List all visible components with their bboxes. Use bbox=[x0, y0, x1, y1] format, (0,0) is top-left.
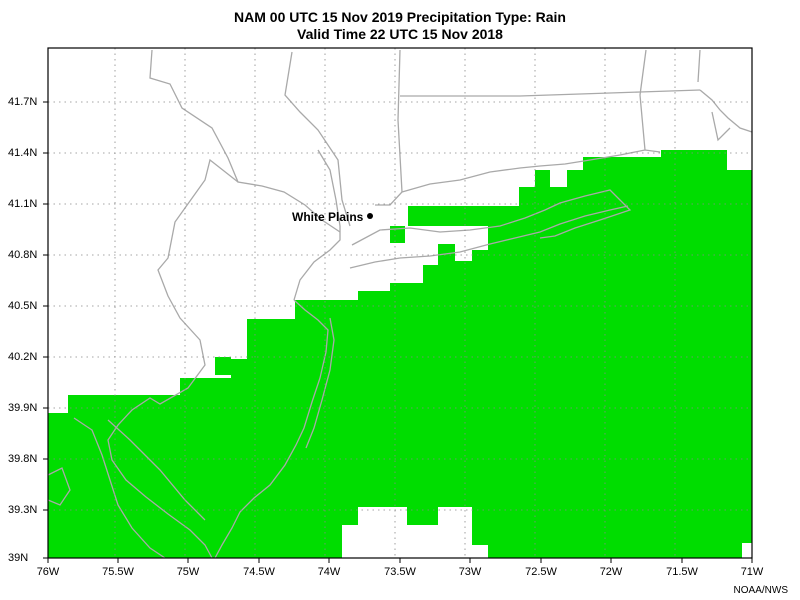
lat-label: 40.8N bbox=[8, 249, 38, 261]
city-marker bbox=[367, 213, 373, 219]
ma-ct-border bbox=[400, 89, 701, 97]
long-island-south bbox=[349, 205, 629, 269]
lon-label: 72W bbox=[599, 566, 623, 578]
boundary-lines bbox=[47, 49, 753, 559]
ct-coast bbox=[401, 149, 661, 193]
lat-label: 41.4N bbox=[8, 147, 38, 159]
lon-label: 74.5W bbox=[243, 566, 275, 578]
credit-label: NOAA/NWS bbox=[733, 585, 788, 596]
lon-label: 72.5W bbox=[525, 566, 557, 578]
graticule bbox=[48, 48, 752, 558]
rain-area bbox=[48, 150, 752, 558]
pa-nj-delaware-river bbox=[107, 158, 239, 559]
city-label: White Plains bbox=[292, 210, 364, 224]
lon-label: 75W bbox=[176, 566, 200, 578]
lon-label: 73W bbox=[458, 566, 482, 578]
lon-label: 71W bbox=[740, 566, 764, 578]
ri-ma-coast bbox=[697, 49, 753, 142]
lat-label: 39.3N bbox=[8, 504, 38, 516]
nj-coast bbox=[214, 299, 329, 559]
hudson-river bbox=[293, 149, 341, 301]
lon-label: 74W bbox=[317, 566, 341, 578]
barnegat-bay bbox=[305, 317, 335, 449]
ny-nj-border bbox=[284, 51, 351, 227]
lat-label: 39.8N bbox=[8, 453, 38, 465]
ri-ct-border bbox=[639, 49, 647, 151]
map-title-line1: NAM 00 UTC 15 Nov 2019 Precipitation Typ… bbox=[234, 9, 566, 25]
tick-marks bbox=[43, 101, 753, 563]
lat-label: 41.1N bbox=[8, 198, 38, 210]
delaware-bay bbox=[47, 417, 206, 559]
long-island-north bbox=[351, 189, 632, 246]
lat-label: 39.9N bbox=[8, 402, 38, 414]
lon-label: 76W bbox=[36, 566, 60, 578]
ct-ny-border bbox=[375, 49, 403, 206]
lon-label: 73.5W bbox=[384, 566, 416, 578]
lat-label: 39N bbox=[8, 552, 29, 564]
ny-pa-border bbox=[149, 49, 341, 233]
map-title-line2: Valid Time 22 UTC 15 Nov 2018 bbox=[297, 26, 503, 42]
lon-label: 71.5W bbox=[666, 566, 698, 578]
lat-label: 40.2N bbox=[8, 351, 38, 363]
lon-label: 75.5W bbox=[102, 566, 134, 578]
lat-label: 40.5N bbox=[8, 300, 38, 312]
lat-label: 41.7N bbox=[8, 96, 38, 108]
